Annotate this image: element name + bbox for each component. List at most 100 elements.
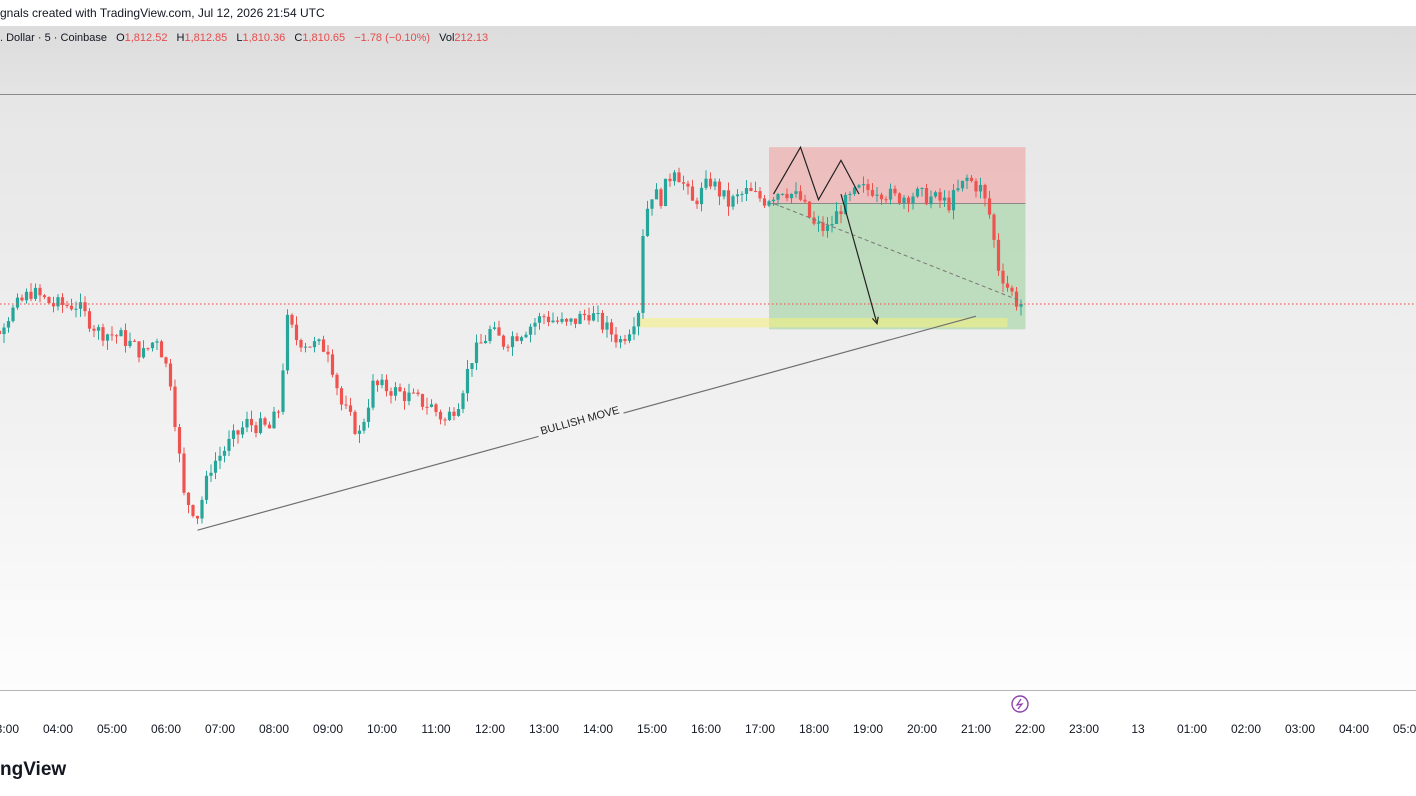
- candle-body: [533, 322, 537, 327]
- candle-body: [371, 380, 375, 408]
- candle-body: [839, 211, 843, 215]
- candle-body: [780, 193, 785, 195]
- time-axis[interactable]: 03:00 04:00 05:00 06:00 07:00 08:00 09:00 10:00…: [0, 690, 1416, 741]
- candle-body: [996, 239, 1001, 271]
- candle-body: [938, 192, 942, 201]
- time-tick-label: 02:00: [1231, 722, 1261, 736]
- candle-body: [299, 340, 303, 348]
- time-tick-label: 05:00: [1393, 722, 1416, 736]
- candle-body: [515, 336, 519, 341]
- candle-body: [681, 182, 686, 184]
- candle-body: [321, 339, 326, 352]
- candle-body: [609, 322, 614, 335]
- chart-pane[interactable]: BULLISH MOVE: [0, 94, 1416, 691]
- candle-body: [929, 196, 933, 205]
- candle-body: [186, 492, 191, 506]
- candle-body: [627, 334, 632, 341]
- ohlc-volume: Vol212.13: [439, 32, 489, 44]
- candle-body: [969, 177, 974, 182]
- candle-body: [1010, 287, 1014, 292]
- candle-body: [290, 314, 294, 325]
- candle-body: [258, 418, 263, 433]
- candle-body: [222, 450, 227, 456]
- candle-body: [740, 194, 744, 196]
- candle-body: [717, 181, 722, 197]
- time-tick-label: 06:00: [151, 722, 181, 736]
- trendline-label-group: BULLISH MOVE: [535, 401, 625, 439]
- candle-body: [249, 418, 254, 426]
- candle-body: [38, 287, 42, 296]
- candle-body: [204, 475, 209, 500]
- candle-body: [101, 327, 105, 341]
- candle-body: [830, 224, 834, 226]
- candle-body: [15, 297, 20, 308]
- candle-body: [816, 222, 821, 224]
- time-tick-label: 17:00: [745, 722, 775, 736]
- candle-body: [438, 411, 443, 420]
- candle-body: [51, 303, 56, 307]
- time-tick-label: 15:00: [637, 722, 667, 736]
- candle-body: [1001, 270, 1005, 284]
- candle-body: [78, 302, 83, 309]
- highlight-zone: [638, 318, 1008, 328]
- candle-body: [902, 197, 906, 204]
- candle-body: [564, 318, 569, 322]
- candle-body: [429, 404, 434, 407]
- candle-body: [704, 178, 708, 188]
- candle-body: [357, 430, 362, 434]
- candle-body: [362, 421, 366, 431]
- candle-body: [528, 326, 533, 335]
- candle-body: [551, 320, 555, 323]
- candle-body: [263, 418, 267, 425]
- time-tick-label: 10:00: [367, 722, 397, 736]
- candle-body: [375, 380, 380, 386]
- price-chart[interactable]: BULLISH MOVE: [0, 95, 1416, 691]
- candle-body: [762, 198, 767, 206]
- candle-body: [177, 427, 182, 454]
- candle-body: [735, 194, 740, 197]
- candle-body: [542, 316, 546, 318]
- candle-body: [384, 379, 389, 392]
- candle-body: [276, 411, 281, 413]
- candle-body: [114, 335, 119, 337]
- candle-body: [425, 406, 429, 408]
- time-tick-label: 03:00: [1285, 722, 1315, 736]
- candle-body: [587, 315, 591, 321]
- candle-body: [123, 330, 128, 347]
- time-tick-label: 08:00: [259, 722, 289, 736]
- candle-body: [195, 515, 200, 519]
- candle-body: [695, 200, 699, 205]
- candle-body: [461, 393, 465, 410]
- candle-body: [852, 187, 857, 194]
- candle-body: [191, 505, 195, 516]
- candle-body: [366, 407, 371, 422]
- candle-body: [465, 368, 470, 394]
- candle-body: [119, 330, 123, 337]
- candle-body: [83, 302, 87, 312]
- candle-body: [906, 197, 911, 204]
- dashed-projection: [773, 203, 1022, 302]
- candle-body: [713, 181, 717, 187]
- candle-body: [848, 193, 852, 195]
- candle-body: [456, 409, 461, 416]
- candle-body: [992, 214, 996, 240]
- candle-body: [821, 222, 825, 231]
- candle-body: [213, 460, 218, 473]
- candle-body: [947, 197, 951, 211]
- time-tick-label: 22:00: [1015, 722, 1045, 736]
- top-caption-bar: gnals created with TradingView.com, Jul …: [0, 0, 1416, 26]
- candle-body: [479, 342, 483, 344]
- candle-body: [708, 178, 713, 187]
- candle-body: [285, 314, 290, 371]
- candle-body: [231, 430, 236, 439]
- candle-body: [785, 193, 789, 199]
- ohlc-high: H1,812.85: [176, 32, 228, 44]
- candle-body: [474, 342, 479, 364]
- candle-body: [879, 194, 884, 200]
- candle-body: [1005, 283, 1010, 288]
- candle-body: [317, 339, 321, 342]
- candle-body: [699, 187, 704, 205]
- candle-body: [663, 178, 668, 206]
- candle-body: [411, 392, 416, 394]
- candle-body: [870, 189, 875, 196]
